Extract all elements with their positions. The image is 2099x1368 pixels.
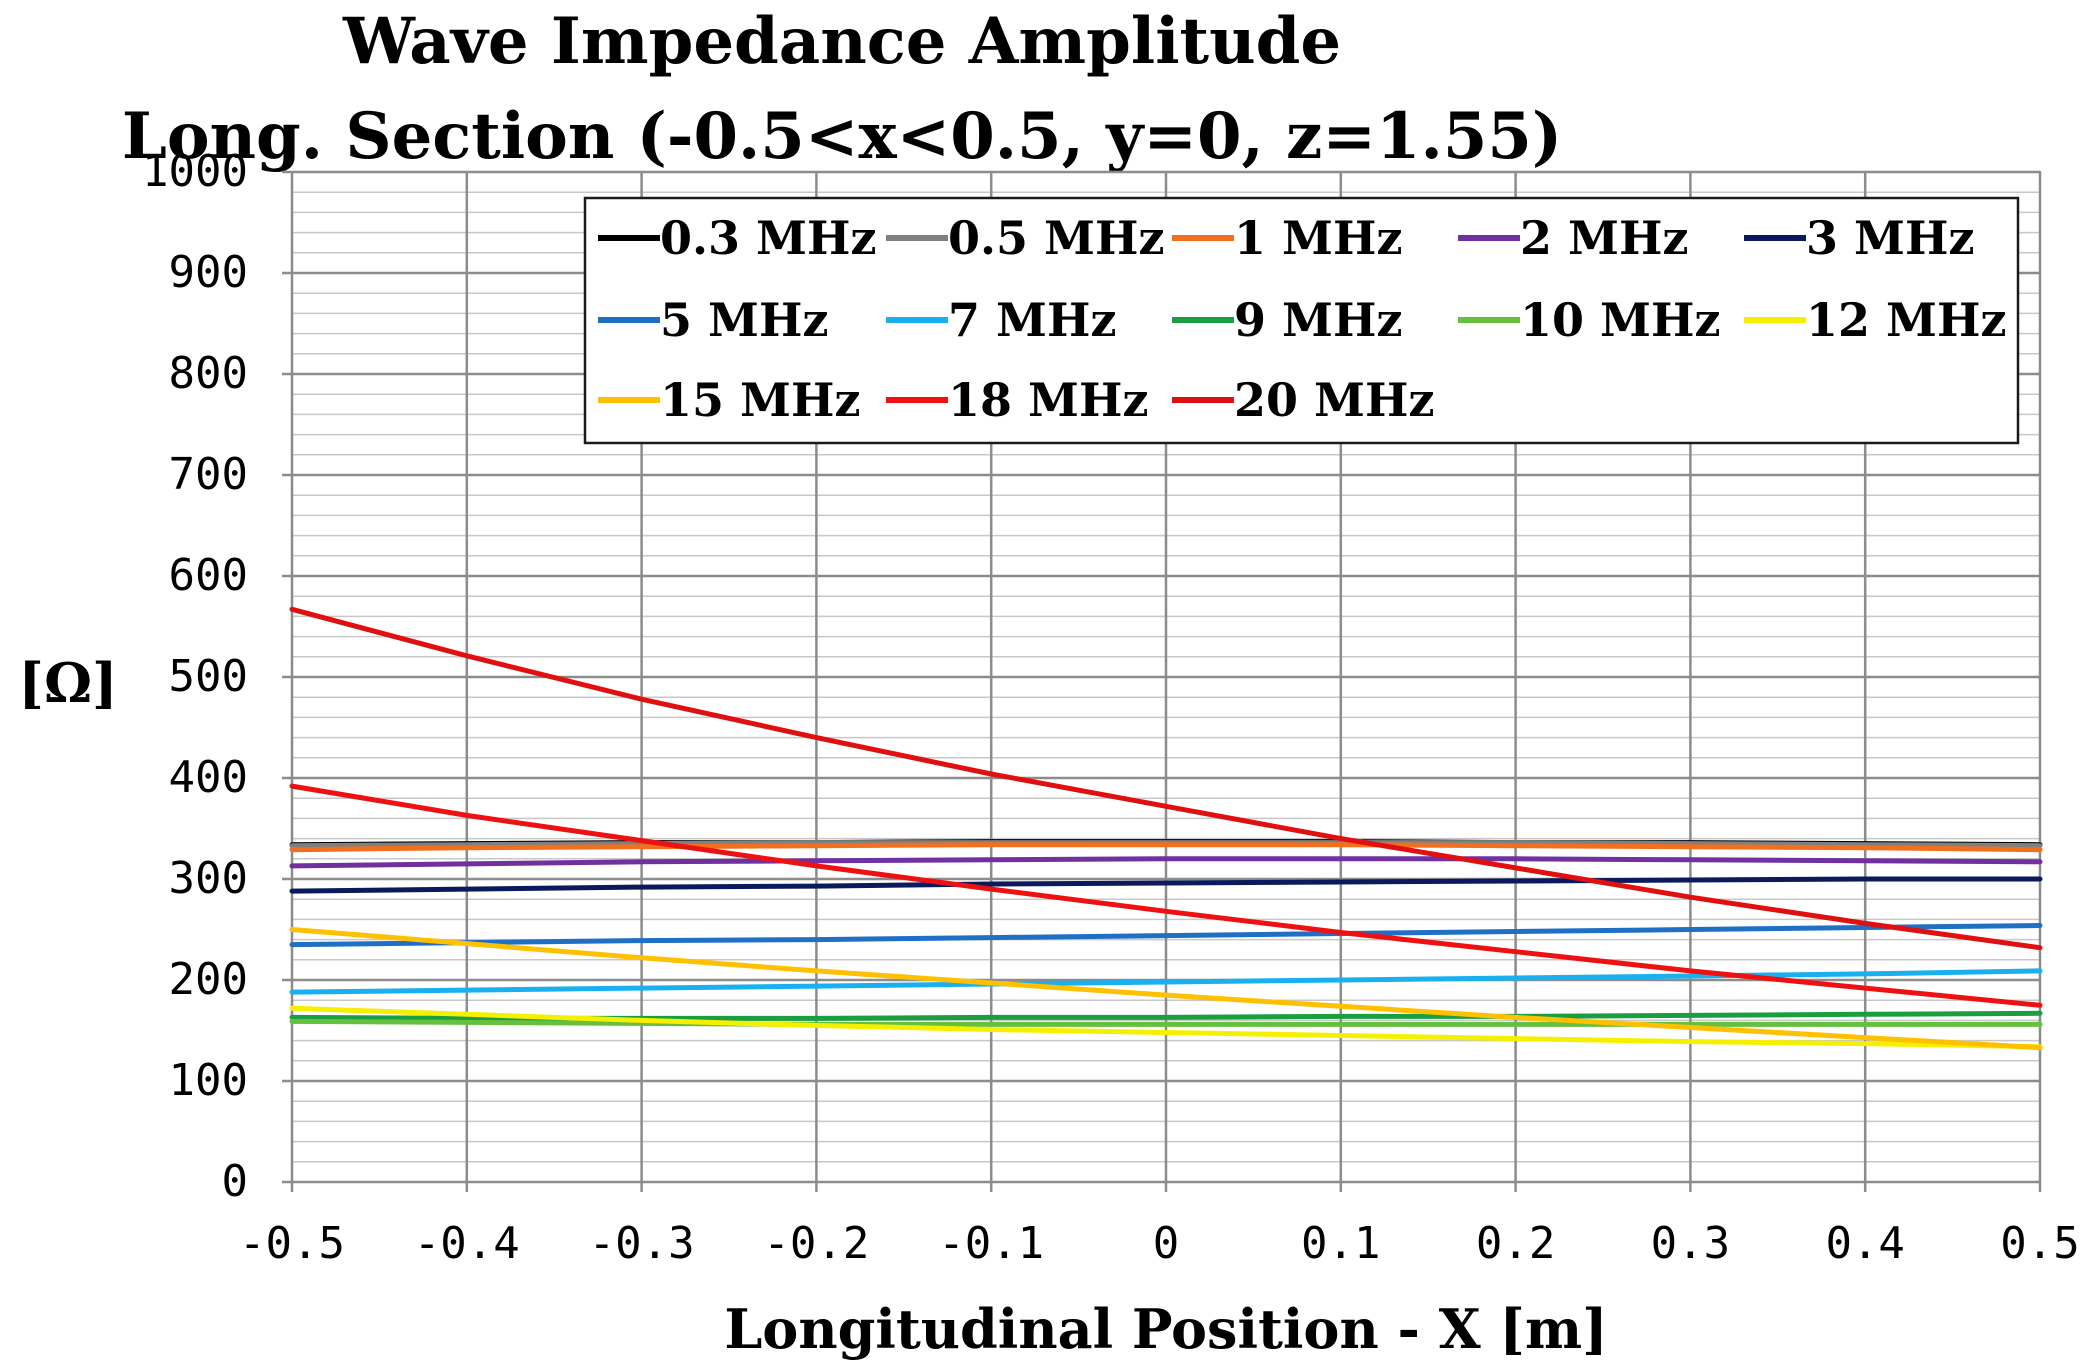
- x-tick-label: 0.5: [2000, 1218, 2079, 1269]
- chart-title-line-2: Long. Section (-0.5<x<0.5, y=0, z=1.55): [122, 99, 1562, 174]
- x-tick-label: -0.5: [239, 1218, 345, 1269]
- y-tick-label: 500: [169, 651, 248, 702]
- legend-label: 1 MHz: [1234, 211, 1403, 265]
- y-tick-label: 700: [169, 449, 248, 500]
- y-tick-label: 0: [222, 1156, 249, 1207]
- y-tick-label: 200: [169, 954, 248, 1005]
- x-tick-label: 0: [1153, 1218, 1180, 1269]
- legend-label: 20 MHz: [1234, 373, 1435, 427]
- y-tick-label: 300: [169, 853, 248, 904]
- legend-label: 0.5 MHz: [948, 211, 1165, 265]
- series-line-15-mhz: [289, 927, 2043, 1051]
- legend: 0.3 MHz 0.5 MHz 1 MHz 2 MHz 3 MHz 5 MHz 7 MHz 9…: [583, 196, 2020, 445]
- series-line-12-mhz: [289, 1005, 2043, 1050]
- x-tick-label: 0.4: [1825, 1218, 1904, 1269]
- legend-label: 7 MHz: [948, 293, 1117, 347]
- y-tick-label: 1000: [142, 146, 248, 197]
- x-tick-label: 0.1: [1301, 1218, 1380, 1269]
- legend-label: 15 MHz: [660, 373, 861, 427]
- y-tick-labels: 0 100 200 300 400 500 600 700 800 900 1000: [142, 146, 292, 1207]
- series-line-20-mhz: [289, 606, 2043, 951]
- y-axis-label: [Ω]: [18, 651, 117, 715]
- y-tick-label: 100: [169, 1055, 248, 1106]
- legend-label: 5 MHz: [660, 293, 829, 347]
- series-lines: [289, 606, 2043, 1051]
- x-tick-label: 0.3: [1651, 1218, 1730, 1269]
- y-tick-label: 900: [169, 247, 248, 298]
- x-tick-label: -0.4: [414, 1218, 520, 1269]
- legend-label: 3 MHz: [1806, 211, 1975, 265]
- x-tick-label: -0.1: [938, 1218, 1044, 1269]
- x-tick-label: -0.3: [589, 1218, 695, 1269]
- series-line-2-mhz: [289, 856, 2043, 869]
- legend-label: 9 MHz: [1234, 293, 1403, 347]
- x-axis-label: Longitudinal Position - X [m]: [724, 1297, 1607, 1361]
- legend-label: 2 MHz: [1520, 211, 1689, 265]
- legend-label: 0.3 MHz: [660, 211, 877, 265]
- series-line-18-mhz: [289, 783, 2043, 1008]
- series-line-10-mhz: [289, 1018, 2043, 1027]
- x-tick-label: -0.2: [763, 1218, 869, 1269]
- series-line-1-mhz: [289, 842, 2043, 853]
- y-tick-label: 400: [169, 752, 248, 803]
- y-tick-label: 600: [169, 550, 248, 601]
- series-line-3-mhz: [289, 876, 2043, 894]
- legend-label: 18 MHz: [948, 373, 1149, 427]
- series-line-5-mhz: [289, 923, 2043, 948]
- legend-label: 12 MHz: [1806, 293, 2007, 347]
- y-tick-label: 800: [169, 348, 248, 399]
- legend-label: 10 MHz: [1520, 293, 1721, 347]
- chart-title-line-1: Wave Impedance Amplitude: [342, 4, 1341, 79]
- x-tick-labels: -0.5 -0.4 -0.3 -0.2 -0.1 0 0.1 0.2 0.3 0.4 0.5: [239, 1182, 2080, 1269]
- x-tick-label: 0.2: [1476, 1218, 1555, 1269]
